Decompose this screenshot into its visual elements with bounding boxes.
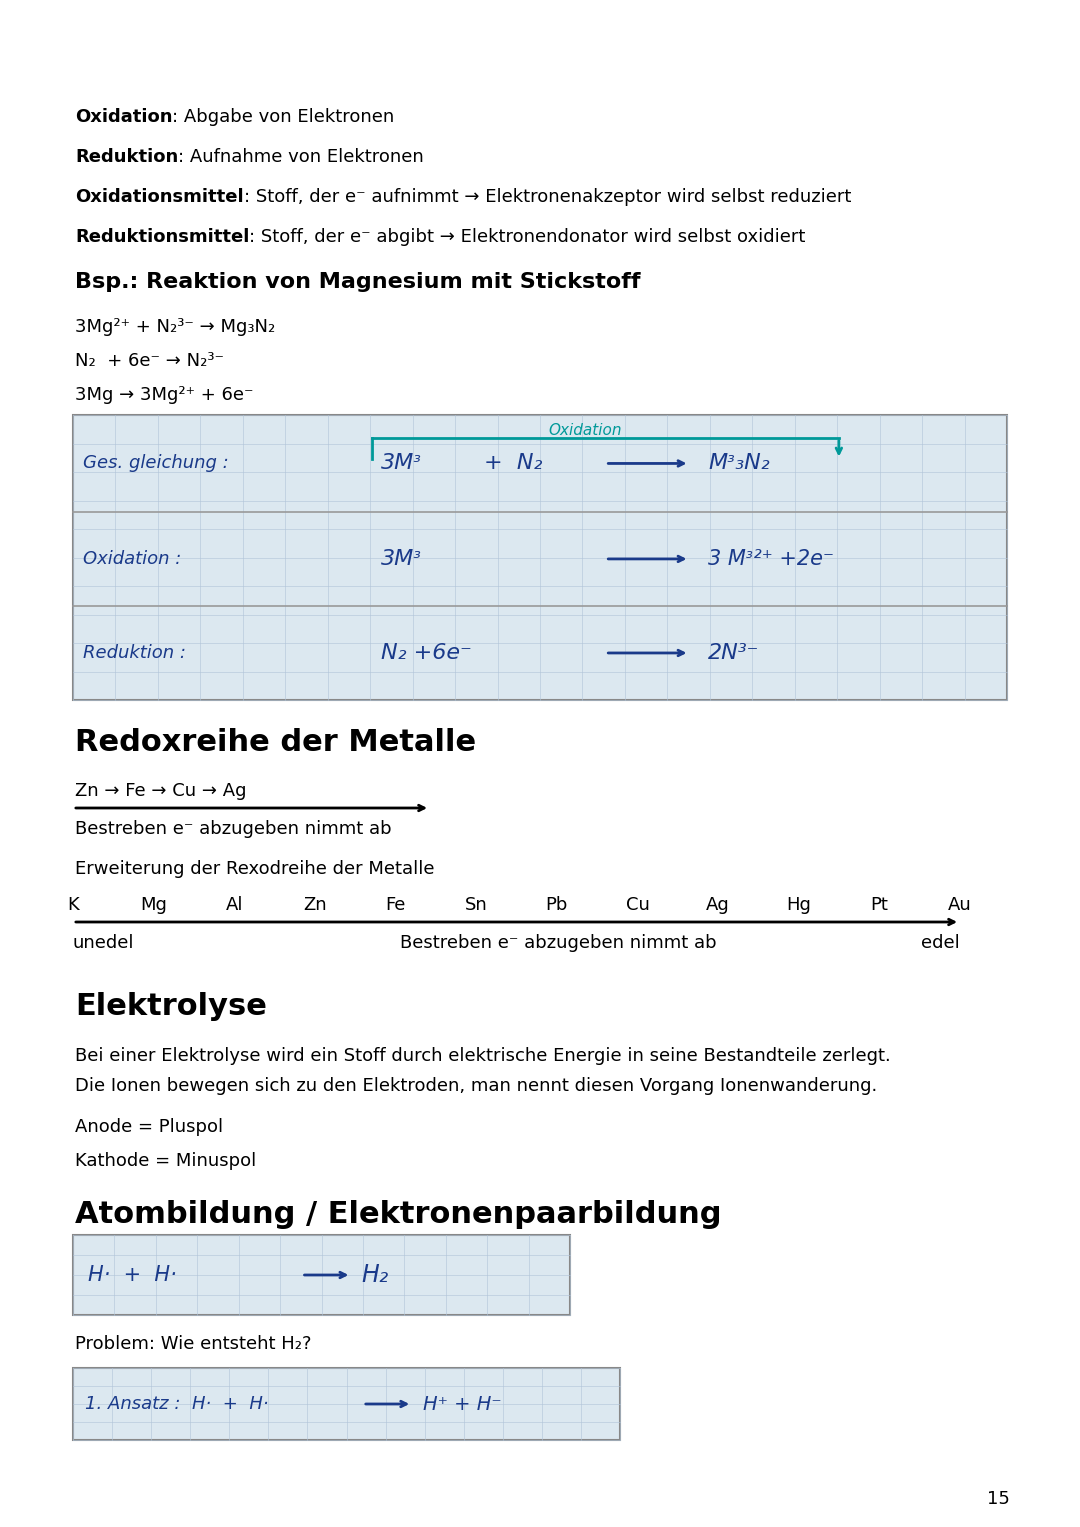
Text: Reduktion: Reduktion — [75, 148, 178, 166]
Text: Problem: Wie entsteht H₂?: Problem: Wie entsteht H₂? — [75, 1335, 311, 1353]
Text: : Aufnahme von Elektronen: : Aufnahme von Elektronen — [178, 148, 424, 166]
Text: Pt: Pt — [870, 896, 889, 915]
Text: Atombildung / Elektronenpaarbildung: Atombildung / Elektronenpaarbildung — [75, 1200, 721, 1229]
Text: Ag: Ag — [706, 896, 730, 915]
Text: K: K — [67, 896, 79, 915]
Text: Ges. gleichung :: Ges. gleichung : — [83, 455, 229, 472]
Text: : Stoff, der e⁻ aufnimmt → Elektronenakzeptor wird selbst reduziert: : Stoff, der e⁻ aufnimmt → Elektronenakz… — [244, 188, 851, 206]
Text: 3Mg²⁺ + N₂³⁻ → Mg₃N₂: 3Mg²⁺ + N₂³⁻ → Mg₃N₂ — [75, 318, 275, 336]
Text: Sn: Sn — [464, 896, 487, 915]
Text: Erweiterung der Rexodreihe der Metalle: Erweiterung der Rexodreihe der Metalle — [75, 860, 434, 878]
Bar — [73, 1368, 620, 1440]
Text: Pb: Pb — [545, 896, 568, 915]
Text: Al: Al — [226, 896, 243, 915]
Text: 3Mg → 3Mg²⁺ + 6e⁻: 3Mg → 3Mg²⁺ + 6e⁻ — [75, 386, 254, 405]
Text: Hg: Hg — [786, 896, 811, 915]
Text: 1. Ansatz :  H·  +  H·: 1. Ansatz : H· + H· — [85, 1396, 269, 1412]
Text: 2N³⁻: 2N³⁻ — [708, 643, 759, 663]
Text: Redoxreihe der Metalle: Redoxreihe der Metalle — [75, 728, 476, 757]
Text: unedel: unedel — [73, 935, 135, 951]
Text: 15: 15 — [987, 1490, 1010, 1509]
Text: Reduktion :: Reduktion : — [83, 644, 186, 663]
Text: Oxidationsmittel: Oxidationsmittel — [75, 188, 244, 206]
Bar — [73, 415, 1007, 699]
Text: Bsp.: Reaktion von Magnesium mit Stickstoff: Bsp.: Reaktion von Magnesium mit Stickst… — [75, 272, 640, 292]
Text: Oxidation :: Oxidation : — [83, 550, 181, 568]
Text: 3 Mᶟ²⁺ +2e⁻: 3 Mᶟ²⁺ +2e⁻ — [708, 548, 834, 570]
Text: N₂  + 6e⁻ → N₂³⁻: N₂ + 6e⁻ → N₂³⁻ — [75, 353, 224, 370]
Text: H·  +  H·: H· + H· — [87, 1264, 177, 1286]
Text: edel: edel — [921, 935, 960, 951]
Text: Reduktionsmittel: Reduktionsmittel — [75, 228, 249, 246]
Text: Oxidation: Oxidation — [75, 108, 173, 127]
Text: Bei einer Elektrolyse wird ein Stoff durch elektrische Energie in seine Bestandt: Bei einer Elektrolyse wird ein Stoff dur… — [75, 1048, 891, 1064]
Text: 3Mᶟ: 3Mᶟ — [381, 454, 422, 473]
Text: Oxidation: Oxidation — [549, 423, 622, 438]
Text: : Stoff, der e⁻ abgibt → Elektronendonator wird selbst oxidiert: : Stoff, der e⁻ abgibt → Elektronendonat… — [249, 228, 806, 246]
Text: Zn: Zn — [303, 896, 327, 915]
Text: Anode = Pluspol: Anode = Pluspol — [75, 1118, 224, 1136]
Text: Die Ionen bewegen sich zu den Elektroden, man nennt diesen Vorgang Ionenwanderun: Die Ionen bewegen sich zu den Elektroden… — [75, 1077, 877, 1095]
Text: Elektrolyse: Elektrolyse — [75, 993, 267, 1022]
Text: Kathode = Minuspol: Kathode = Minuspol — [75, 1151, 256, 1170]
Text: +  N₂: + N₂ — [484, 454, 542, 473]
Text: Mᶟ₃N₂: Mᶟ₃N₂ — [708, 454, 770, 473]
Bar — [73, 1235, 570, 1315]
Text: Fe: Fe — [386, 896, 406, 915]
Text: H⁺ + H⁻: H⁺ + H⁻ — [423, 1394, 502, 1414]
Text: Bestreben e⁻ abzugeben nimmt ab: Bestreben e⁻ abzugeben nimmt ab — [400, 935, 717, 951]
Text: : Abgabe von Elektronen: : Abgabe von Elektronen — [173, 108, 395, 127]
Text: Mg: Mg — [140, 896, 167, 915]
Text: Bestreben e⁻ abzugeben nimmt ab: Bestreben e⁻ abzugeben nimmt ab — [75, 820, 392, 838]
Text: Zn → Fe → Cu → Ag: Zn → Fe → Cu → Ag — [75, 782, 246, 800]
Text: Cu: Cu — [625, 896, 649, 915]
Text: H₂: H₂ — [361, 1263, 389, 1287]
Text: Au: Au — [948, 896, 972, 915]
Text: N₂ +6e⁻: N₂ +6e⁻ — [381, 643, 472, 663]
Text: 3Mᶟ: 3Mᶟ — [381, 548, 422, 570]
